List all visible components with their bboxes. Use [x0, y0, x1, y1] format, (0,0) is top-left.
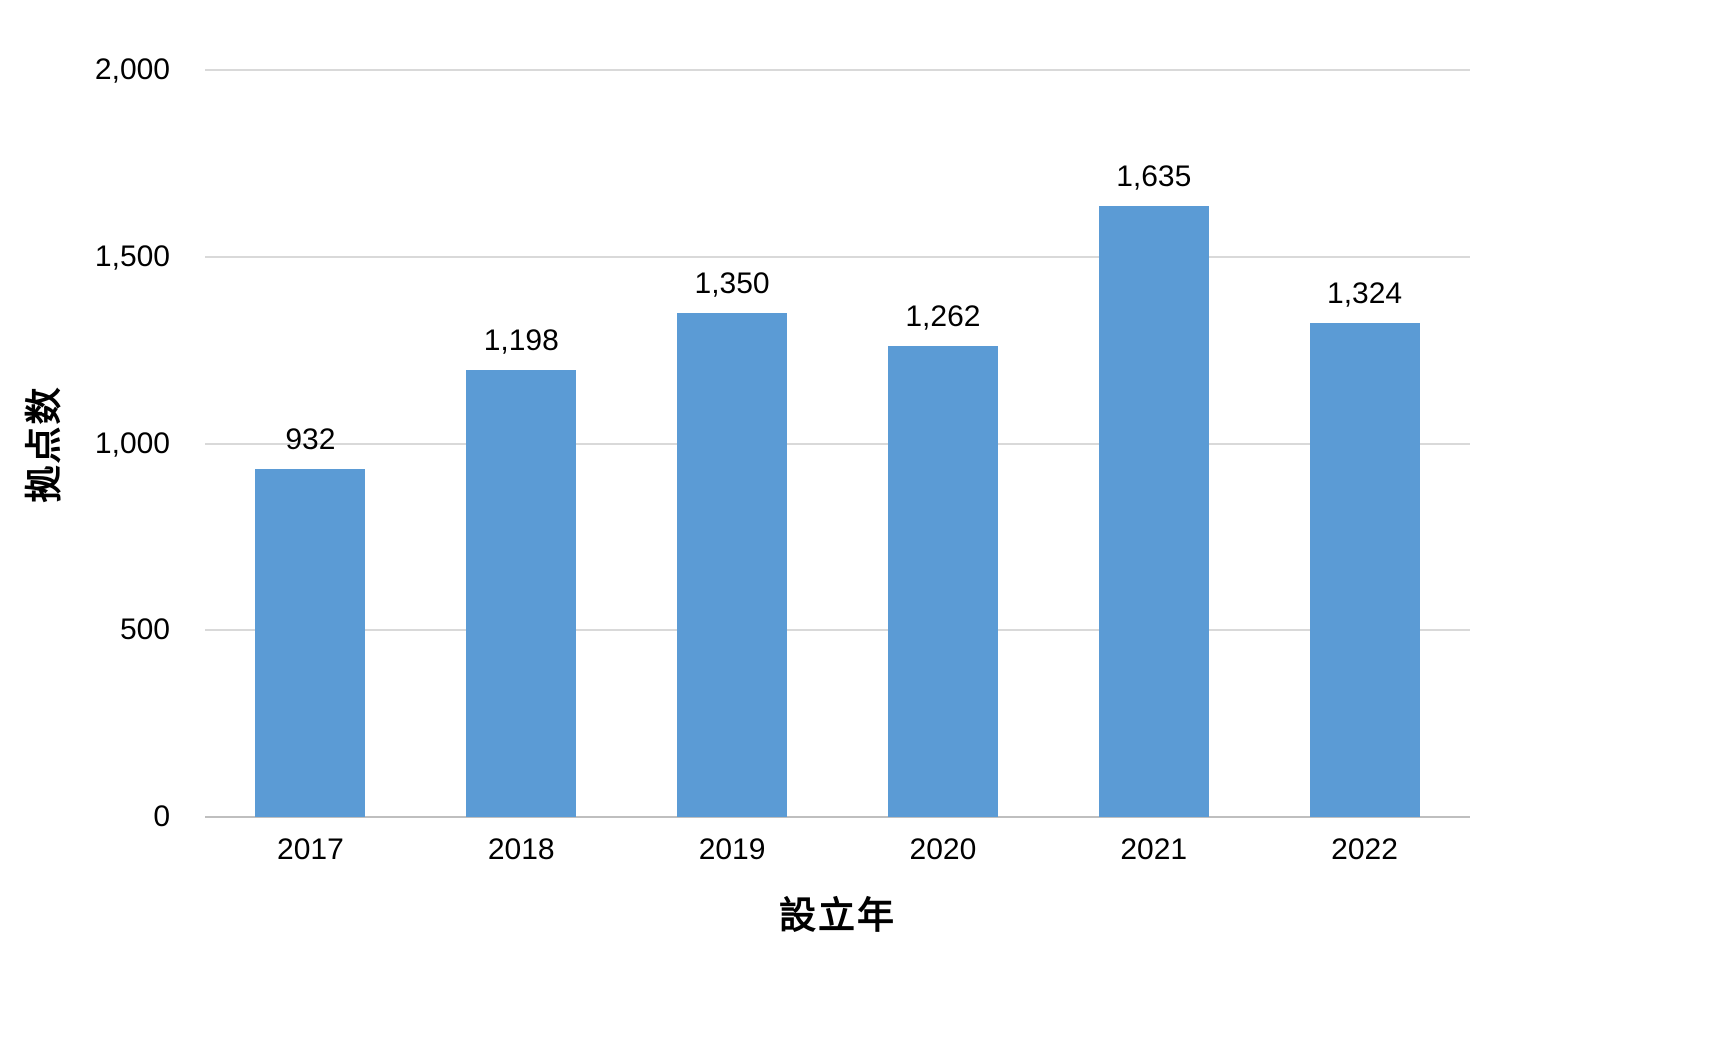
x-axis-line [205, 816, 1470, 818]
bar-value-label: 932 [285, 422, 336, 456]
x-tick-label: 2018 [487, 833, 555, 866]
plot-area: 932 1,198 1,350 1,262 1,635 1,324 [205, 69, 1470, 818]
bar-value-label: 1,324 [1327, 276, 1403, 310]
bar-value-label: 1,198 [483, 323, 559, 357]
bar-2018 [466, 369, 577, 817]
x-axis-tick-labels: 2017 2018 2019 2020 2021 2022 [205, 835, 1470, 865]
gridline [205, 69, 1470, 71]
y-tick-label: 2,000 [94, 53, 170, 86]
y-tick-label: 0 [153, 800, 170, 833]
gridline [205, 255, 1470, 258]
bar-2019 [677, 312, 788, 817]
x-tick-label: 2022 [1331, 833, 1398, 866]
gridline [205, 629, 1470, 632]
y-tick-label: 1,000 [94, 426, 170, 460]
x-tick-label: 2017 [277, 833, 344, 866]
bar-2022 [1309, 322, 1420, 817]
bar-value-label: 1,635 [1116, 160, 1192, 194]
gridline [205, 442, 1470, 445]
x-tick-label: 2019 [698, 833, 766, 866]
bar-2021 [1098, 206, 1209, 817]
bar-value-label: 1,350 [694, 266, 770, 300]
bar-2017 [255, 468, 366, 817]
bar-value-label: 1,262 [905, 299, 981, 333]
bar-2020 [887, 345, 998, 817]
x-axis-title: 設立年 [779, 895, 896, 936]
y-axis-tick-labels: 0 500 1,000 1,500 2,000 [0, 55, 178, 832]
x-tick-label: 2021 [1120, 833, 1188, 866]
x-tick-label: 2020 [909, 833, 977, 866]
y-tick-label: 1,500 [94, 239, 170, 273]
y-tick-label: 500 [119, 613, 170, 647]
